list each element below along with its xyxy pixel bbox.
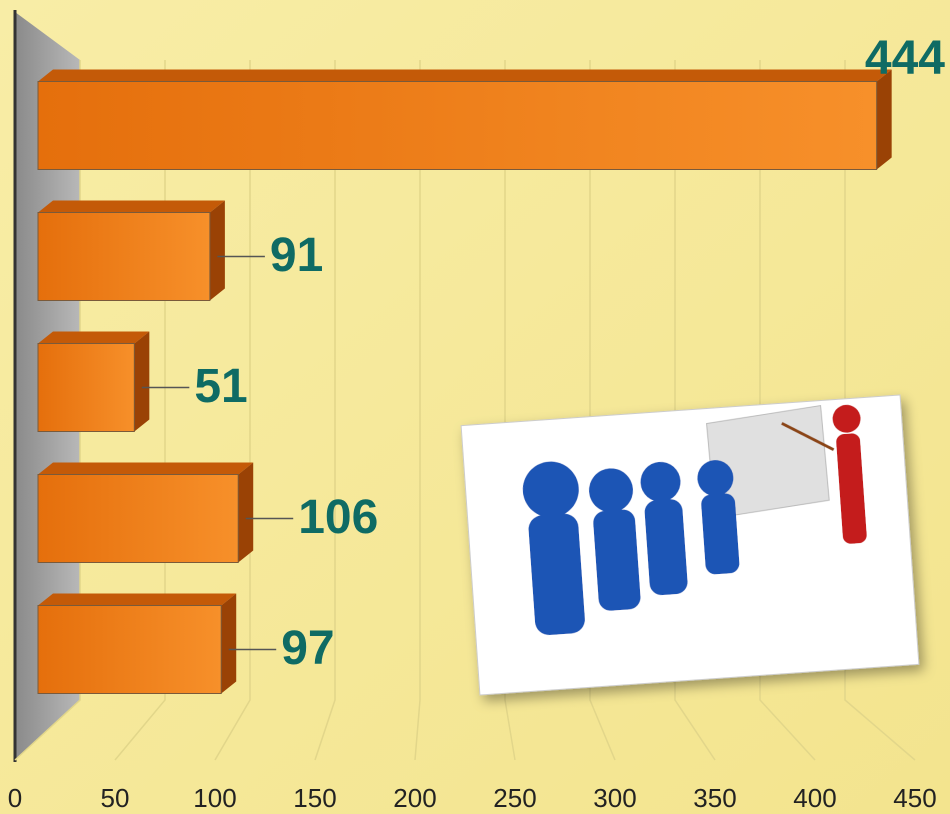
grid-line	[674, 60, 716, 761]
grid-line	[414, 60, 421, 761]
bar-front	[37, 474, 239, 563]
bar-front	[37, 343, 135, 432]
value-label: 91	[270, 229, 323, 282]
grid-line	[844, 60, 916, 761]
bar	[37, 462, 254, 563]
bar	[37, 331, 150, 432]
students	[522, 460, 740, 636]
value-label: 106	[298, 491, 378, 544]
bar	[37, 69, 892, 170]
grid-line	[589, 60, 616, 761]
bar-top	[38, 462, 254, 475]
bar-top	[38, 200, 225, 213]
value-label: 51	[194, 360, 247, 413]
x-tick-label: 50	[101, 783, 130, 813]
bar-front	[37, 81, 878, 170]
bar-front	[37, 605, 222, 694]
bar-side	[221, 593, 237, 694]
value-label: 97	[281, 622, 334, 675]
x-tick-label: 450	[893, 783, 936, 813]
x-tick-label: 250	[493, 783, 536, 813]
bar-side	[876, 69, 892, 170]
grid-line	[759, 60, 816, 761]
bar	[37, 593, 237, 694]
x-tick-label: 100	[193, 783, 236, 813]
bar-side	[238, 462, 254, 563]
picture	[460, 394, 920, 696]
bar-side	[134, 331, 150, 432]
x-axis: 0 50 100 150 200 250 300 350 400 450	[8, 783, 937, 813]
bar-top	[38, 331, 150, 344]
x-tick-label: 350	[693, 783, 736, 813]
bar-top	[38, 593, 237, 606]
teacher-body	[836, 433, 867, 544]
grid-line	[314, 60, 336, 761]
bars: 444 91 51 106 97	[37, 32, 945, 694]
grid-line	[214, 60, 251, 761]
x-tick-label: 300	[593, 783, 636, 813]
x-tick-label: 0	[8, 783, 22, 813]
value-label: 444	[865, 32, 945, 85]
bar-top	[38, 69, 892, 82]
x-tick-label: 150	[293, 783, 336, 813]
x-tick-label: 400	[793, 783, 836, 813]
bar	[37, 200, 225, 301]
teacher-head	[832, 404, 861, 433]
pointer	[781, 421, 835, 452]
bar-side	[209, 200, 225, 301]
bar-front	[37, 212, 211, 301]
grid-line	[504, 60, 516, 761]
grid	[14, 60, 916, 761]
x-tick-label: 200	[393, 783, 436, 813]
